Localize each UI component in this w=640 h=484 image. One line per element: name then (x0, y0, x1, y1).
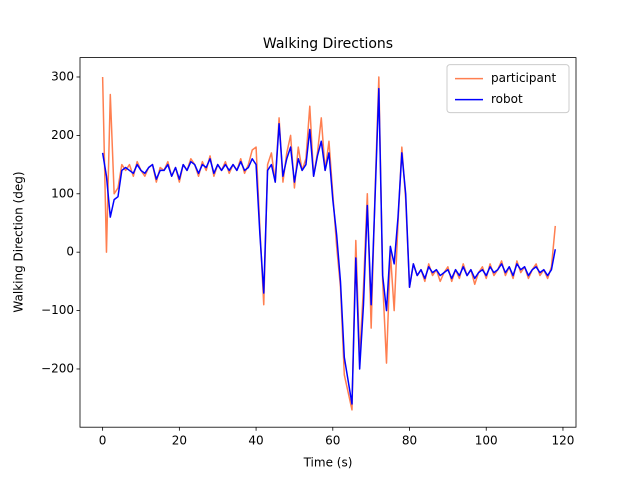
legend-label: participant (491, 71, 556, 85)
y-tick-label: −200 (41, 361, 74, 375)
legend-box (446, 64, 570, 114)
y-axis-label: Walking Direction (deg) (12, 171, 26, 312)
x-tick-label: 100 (475, 434, 498, 448)
x-tick-label: 0 (99, 434, 107, 448)
legend-label: robot (491, 92, 523, 106)
x-tick-label: 60 (325, 434, 340, 448)
plot-frame (79, 57, 577, 428)
y-tick-label: 200 (51, 128, 74, 142)
x-tick-label: 40 (248, 434, 263, 448)
y-tick-label: 300 (51, 69, 74, 83)
x-tick-label: 20 (172, 434, 187, 448)
y-tick-label: −100 (41, 303, 74, 317)
x-axis-label: Time (s) (303, 456, 353, 470)
x-tick-label: 80 (402, 434, 417, 448)
y-tick-label: 100 (51, 186, 74, 200)
chart-title: Walking Directions (263, 36, 393, 52)
line-series (101, 87, 557, 405)
y-tick-label: 0 (66, 245, 74, 259)
x-tick-label: 120 (552, 434, 575, 448)
